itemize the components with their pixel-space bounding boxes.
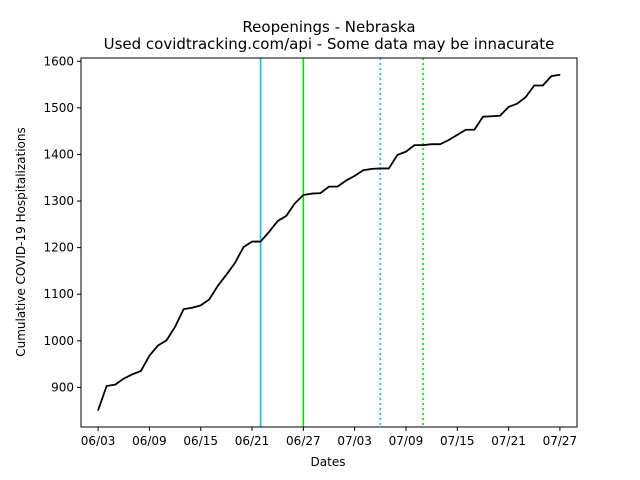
plot-frame [80, 57, 578, 428]
data-point [225, 274, 227, 276]
y-tick-label: 1600 [43, 54, 74, 68]
y-tick-label: 1300 [43, 194, 74, 208]
data-point [499, 115, 501, 117]
data-point [285, 215, 287, 217]
y-tick-label: 1200 [43, 241, 74, 255]
y-tick-label: 900 [51, 380, 74, 394]
plot-area [97, 58, 561, 427]
x-axis: 06/03 06/09 06/15 06/21 06/27 07/03 07/09 07/15… [81, 427, 577, 448]
data-point [431, 143, 433, 145]
data-point [439, 143, 441, 145]
data-point [362, 169, 364, 171]
chart-subtitle: Used covidtracking.com/api - Some data m… [104, 35, 555, 53]
data-point [405, 151, 407, 153]
y-tick-label: 1500 [43, 101, 74, 115]
x-tick-label: 06/21 [235, 434, 270, 448]
data-point [550, 75, 552, 77]
data-point [131, 373, 133, 375]
y-axis-label: Cumulative COVID-19 Hospitalizations [14, 127, 28, 357]
x-tick-label: 07/03 [337, 434, 372, 448]
data-point [336, 185, 339, 188]
data-point [148, 355, 151, 357]
data-point [345, 179, 347, 182]
data-point [200, 304, 202, 306]
data-point [516, 103, 518, 105]
x-tick-label: 06/09 [132, 434, 167, 448]
data-point [183, 308, 185, 310]
data-point [328, 185, 330, 188]
x-axis-label: Dates [311, 455, 346, 469]
data-point [507, 106, 510, 108]
x-tick-label: 07/09 [389, 434, 424, 448]
data-point [379, 167, 381, 170]
data-point [140, 370, 142, 372]
data-point [242, 246, 245, 248]
data-point [268, 231, 270, 233]
chart-title: Reopenings - Nebraska [242, 18, 415, 36]
data-point [422, 144, 424, 146]
data-point [97, 409, 99, 411]
y-axis: 900 1000 1100 1200 1300 1400 1500 1600 [43, 54, 81, 394]
y-tick-label: 1000 [43, 334, 74, 348]
x-tick-label: 06/03 [81, 434, 116, 448]
data-point [157, 344, 159, 347]
data-point [208, 298, 210, 300]
data-point [354, 175, 356, 177]
data-point [319, 192, 322, 194]
data-point [259, 240, 262, 243]
x-tick-label: 07/15 [440, 434, 475, 448]
data-point [388, 167, 390, 170]
data-point [311, 192, 313, 195]
data-point [294, 202, 296, 204]
data-point [165, 339, 168, 341]
data-point [251, 240, 253, 243]
data-point [191, 307, 193, 309]
data-point [371, 168, 373, 170]
data-point [396, 154, 399, 156]
y-tick-label: 1400 [43, 147, 74, 161]
data-point [302, 194, 304, 196]
y-tick-label: 1100 [43, 287, 74, 301]
data-point [448, 139, 450, 141]
data-point [114, 384, 116, 386]
data-point [456, 134, 458, 136]
data-point [106, 385, 108, 387]
data-point [217, 285, 219, 287]
data-point [123, 377, 125, 380]
data-point [559, 74, 561, 76]
data-point [490, 115, 493, 117]
data-point [482, 116, 484, 118]
x-tick-label: 07/27 [543, 434, 578, 448]
data-point [413, 144, 416, 146]
data-point [525, 96, 527, 98]
data-point [533, 84, 535, 87]
series-line [97, 73, 561, 411]
x-tick-label: 06/15 [183, 434, 218, 448]
x-tick-label: 07/21 [491, 434, 526, 448]
data-point [174, 326, 176, 328]
data-point [465, 129, 467, 131]
x-tick-label: 06/27 [286, 434, 321, 448]
data-point [542, 84, 544, 87]
data-point [234, 262, 236, 264]
data-point [473, 129, 475, 131]
data-point [277, 220, 279, 222]
